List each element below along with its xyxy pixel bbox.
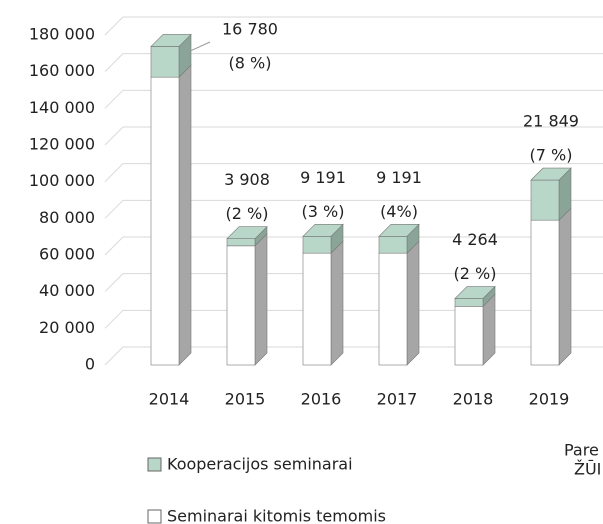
bar-segment (302, 236, 332, 254)
y-tick-label: 100 000 (29, 171, 95, 190)
bar-side (178, 64, 192, 366)
grid-line (104, 126, 603, 146)
bar-side (406, 240, 420, 366)
y-tick-label: 60 000 (39, 245, 95, 264)
data-label: 21 849 (523, 112, 579, 131)
bar-segment (226, 245, 256, 366)
bar-top (378, 224, 420, 237)
share-label: (3 %) (302, 202, 345, 221)
bar-side (558, 207, 572, 366)
annotation: Pare (564, 441, 599, 460)
legend-swatch (147, 457, 162, 472)
grid-line (104, 273, 603, 293)
bar-side (330, 240, 344, 366)
share-label: (8 %) (229, 54, 272, 73)
data-label: 4 264 (452, 230, 498, 249)
x-tick-label: 2014 (149, 390, 190, 409)
y-tick-label: 140 000 (29, 98, 95, 117)
bar-top (454, 286, 496, 299)
bar-segment (150, 76, 180, 366)
x-tick-label: 2019 (529, 390, 570, 409)
data-label: 3 908 (224, 170, 270, 189)
y-tick-label: 0 (85, 355, 95, 374)
grid-line (104, 236, 603, 256)
bar-segment (302, 252, 332, 366)
legend-label: Seminarai kitomis temomis (167, 507, 386, 524)
x-tick-label: 2018 (453, 390, 494, 409)
bar-top (530, 167, 572, 181)
bar-segment (530, 219, 560, 366)
bar-segment (150, 46, 180, 78)
y-tick-label: 80 000 (39, 208, 95, 227)
y-tick-label: 120 000 (29, 135, 95, 154)
y-tick-label: 40 000 (39, 281, 95, 300)
grid-line (104, 53, 603, 73)
grid-line (104, 346, 603, 366)
x-tick-label: 2015 (225, 390, 266, 409)
y-tick-label: 160 000 (29, 61, 95, 80)
share-label: (7 %) (530, 146, 573, 165)
grid-line (104, 199, 603, 219)
bar-segment (454, 298, 484, 307)
bar-segment (226, 238, 256, 247)
data-label: 9 191 (300, 168, 346, 187)
bar-top (226, 226, 268, 239)
grid-line (104, 89, 603, 109)
legend-swatch (147, 509, 162, 524)
data-label: 16 780 (222, 20, 278, 39)
grid-line (104, 309, 603, 329)
x-tick-label: 2017 (377, 390, 418, 409)
y-tick-label: 180 000 (29, 25, 95, 44)
bar-segment (378, 252, 408, 366)
bar-segment (530, 179, 560, 221)
bar-top (302, 224, 344, 237)
bar-side (254, 233, 268, 366)
share-label: (2 %) (226, 204, 269, 223)
leader-line (186, 41, 211, 53)
y-tick-label: 20 000 (39, 318, 95, 337)
grid-line (104, 16, 603, 36)
data-label: 9 191 (376, 168, 422, 187)
annotation: ŽŪI (574, 460, 601, 479)
grid-line (104, 163, 603, 183)
share-label: (4%) (380, 202, 418, 221)
bar-segment (378, 236, 408, 254)
x-tick-label: 2016 (301, 390, 342, 409)
legend-label: Kooperacijos seminarai (167, 455, 353, 474)
share-label: (2 %) (454, 264, 497, 283)
bar-top (150, 34, 192, 47)
bar-segment (454, 306, 484, 366)
